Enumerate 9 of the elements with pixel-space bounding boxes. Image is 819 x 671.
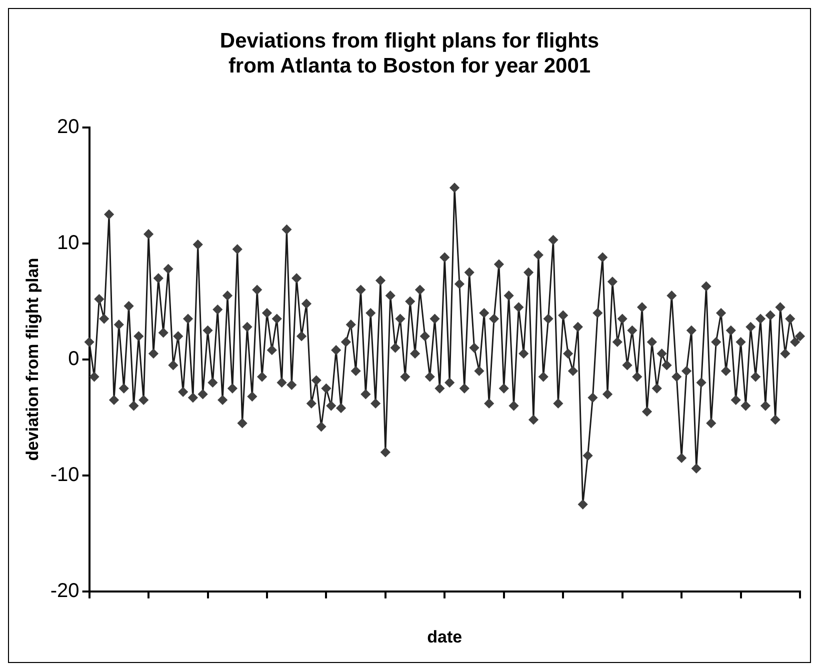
text: from Atlanta to Boston for year 2001 (228, 54, 591, 78)
y-tick-label: -20 (50, 580, 80, 602)
y-tick-label: 10 (57, 232, 80, 254)
x-axis-title: date (427, 627, 462, 646)
y-tick-label: -10 (50, 464, 80, 486)
y-tick-label: 20 (57, 116, 80, 138)
y-tick-label: 0 (68, 348, 80, 370)
y-axis-title: deviation from flight plan (22, 258, 42, 461)
text: Deviations from flight plans for flights (220, 29, 600, 52)
